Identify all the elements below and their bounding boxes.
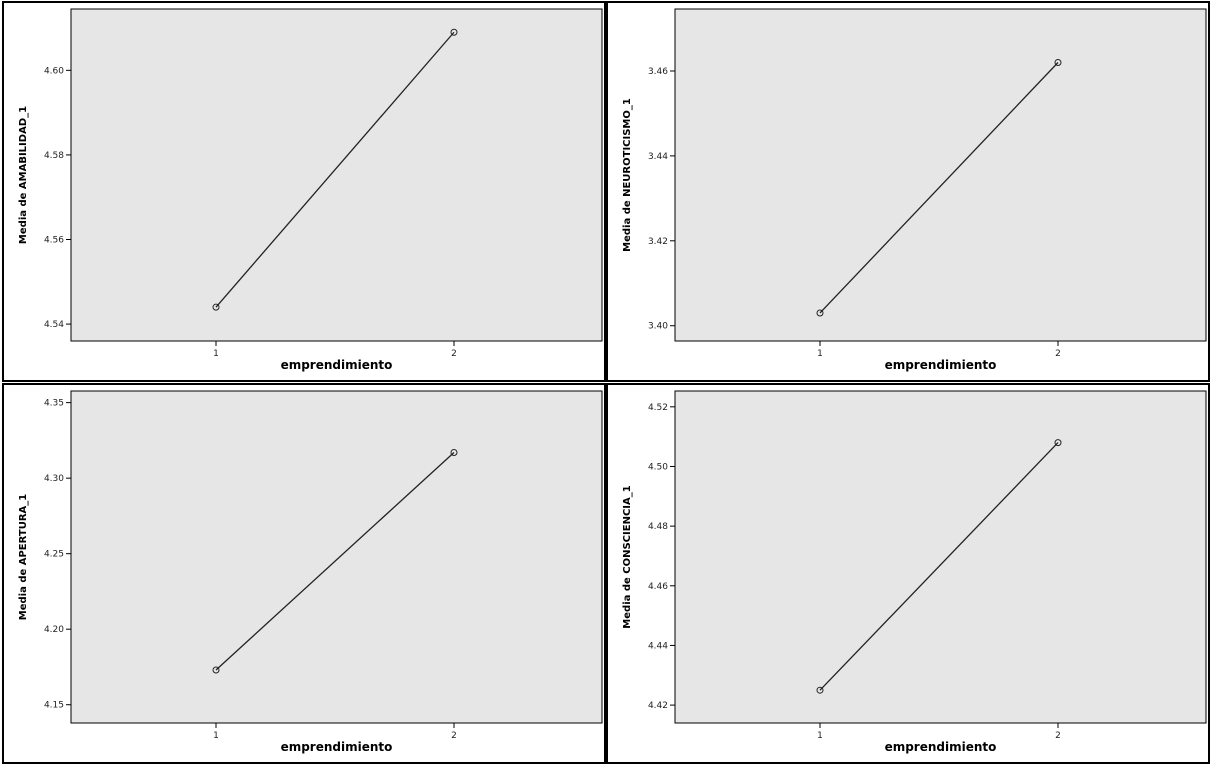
series-line (215, 451, 455, 671)
data-point (816, 309, 824, 317)
x-tick-label: 2 (451, 731, 457, 741)
data-point (212, 303, 220, 311)
chart-svg: 3.40 3.42 3.44 3.46 1 2 emprendimiento Media de… (622, 8, 1207, 372)
series-line (215, 31, 455, 308)
series-line (819, 442, 1059, 691)
y-axis-title: Media de AMABILIDAD_1 (18, 106, 29, 244)
x-axis-title: emprendimiento (885, 358, 997, 372)
x-tick-label: 1 (817, 731, 823, 741)
data-point (1054, 58, 1062, 66)
y-tick-label: 4.58 (44, 151, 64, 161)
y-tick-label: 3.46 (648, 67, 668, 77)
x-tick-label: 2 (1055, 349, 1061, 359)
data-point (1054, 439, 1062, 447)
x-tick-label: 1 (817, 349, 823, 359)
y-tick-label: 4.60 (44, 66, 64, 76)
y-axis-title: Media de APERTURA_1 (18, 494, 29, 621)
y-tick-label: 4.25 (44, 550, 64, 560)
data-point (450, 28, 458, 36)
y-tick-label: 4.44 (648, 641, 668, 651)
chart-svg: 4.54 4.56 4.58 4.60 1 2 emprendimiento Media de… (18, 8, 603, 372)
chart-panel-consciencia: 4.42 4.44 4.46 4.48 4.50 4.52 1 2 emprendimiento… (606, 383, 1210, 764)
y-tick-label: 4.52 (648, 403, 668, 413)
x-tick-label: 1 (213, 349, 219, 359)
y-axis-title: Media de CONSCIENCIA_1 (622, 485, 633, 628)
plot-area (70, 390, 603, 724)
chart-svg: 4.42 4.44 4.46 4.48 4.50 4.52 1 2 emprendimiento… (622, 390, 1207, 754)
x-tick-label: 2 (1055, 731, 1061, 741)
y-tick-label: 3.42 (648, 237, 668, 247)
y-tick-label: 4.42 (648, 701, 668, 711)
y-tick-label: 3.40 (648, 322, 668, 332)
y-tick-label: 4.30 (44, 474, 64, 484)
chart-panel-amabilidad: 4.54 4.56 4.58 4.60 1 2 emprendimiento Media de… (2, 1, 606, 382)
chart-panel-neuroticismo: 3.40 3.42 3.44 3.46 1 2 emprendimiento Media de… (606, 1, 1210, 382)
y-tick-label: 4.54 (44, 320, 64, 330)
plot-area (674, 8, 1207, 342)
x-axis-title: emprendimiento (281, 358, 393, 372)
y-tick-label: 4.56 (44, 235, 64, 245)
chart-svg: 4.15 4.20 4.25 4.30 4.35 1 2 emprendimiento Medi… (18, 390, 603, 754)
y-tick-label: 4.20 (44, 625, 64, 635)
y-tick-label: 4.48 (648, 522, 668, 532)
plot-area (70, 8, 603, 342)
y-tick-label: 4.46 (648, 582, 668, 592)
plot-area (674, 390, 1207, 724)
data-point (450, 448, 458, 456)
series-line (819, 62, 1059, 314)
data-point (816, 686, 824, 694)
y-axis-title: Media de NEUROTICISMO_1 (622, 98, 633, 252)
y-tick-label: 3.44 (648, 152, 668, 162)
x-axis-title: emprendimiento (885, 740, 997, 754)
y-tick-label: 4.50 (648, 462, 668, 472)
y-tick-label: 4.15 (44, 701, 64, 711)
y-tick-label: 4.35 (44, 399, 64, 409)
data-point (212, 666, 220, 674)
x-tick-label: 1 (213, 731, 219, 741)
x-tick-label: 2 (451, 349, 457, 359)
x-axis-title: emprendimiento (281, 740, 393, 754)
chart-panel-apertura: 4.15 4.20 4.25 4.30 4.35 1 2 emprendimiento Medi… (2, 383, 606, 764)
